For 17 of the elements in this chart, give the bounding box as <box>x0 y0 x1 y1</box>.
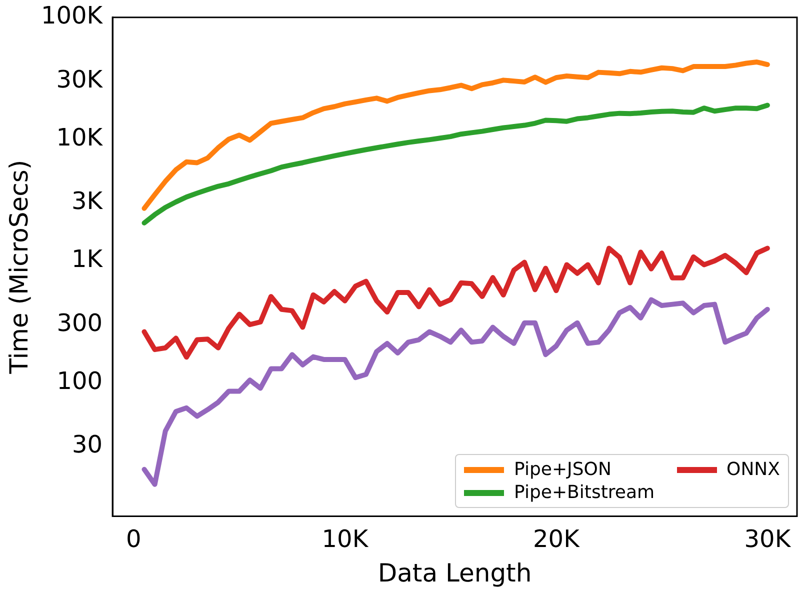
y-tick-label: 30K <box>56 65 104 94</box>
y-tick-label: 100K <box>41 2 104 30</box>
y-tick-label: 100 <box>56 366 103 395</box>
y-tick-label: 10K <box>56 123 104 152</box>
x-tick-label: 0 <box>126 524 142 553</box>
y-tick-label: 3K <box>72 187 104 216</box>
legend-label: Pipe+Bitstream <box>514 482 655 504</box>
y-axis-title: Time (MicroSecs) <box>4 160 34 375</box>
x-tick-label: 30K <box>744 524 792 553</box>
y-tick-label: 1K <box>72 245 104 274</box>
x-tick-label: 20K <box>533 524 581 553</box>
x-tick-label: 10K <box>322 524 370 553</box>
y-tick-label: 30 <box>72 430 103 459</box>
x-axis-title: Data Length <box>378 558 532 588</box>
legend-label: ONNX <box>726 459 780 480</box>
legend-label: Pipe+JSON <box>514 459 612 480</box>
y-tick-label: 300 <box>56 308 103 337</box>
